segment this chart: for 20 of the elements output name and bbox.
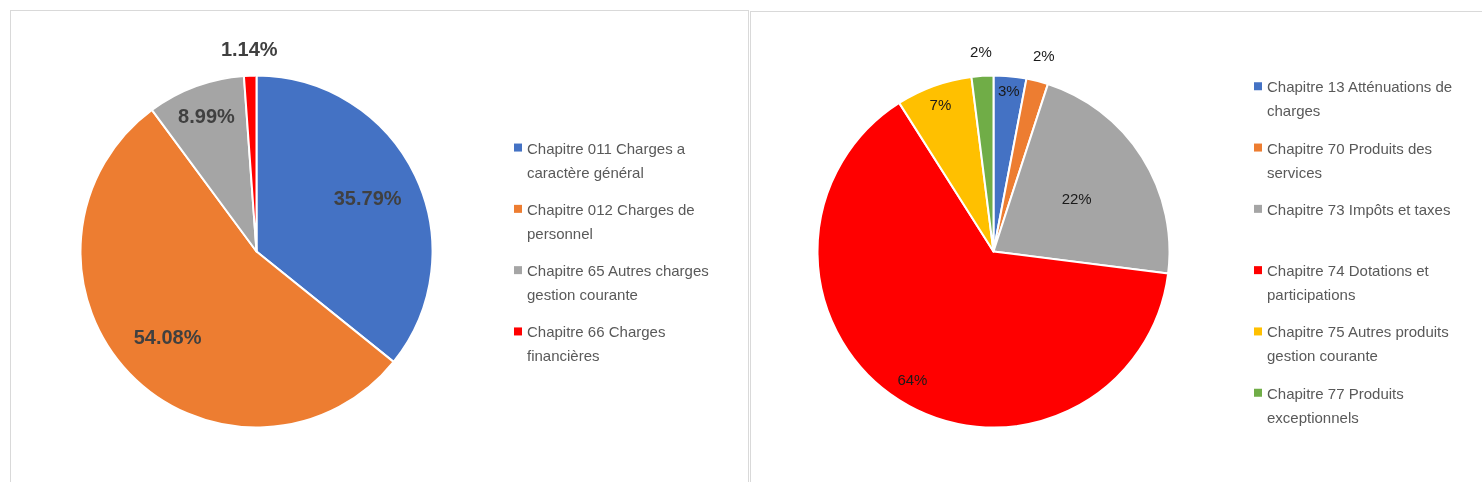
legend-label: Chapitre 011 Charges a caractère général	[527, 139, 686, 181]
legend-label: Chapitre 13 Atténuations de charges	[1267, 77, 1453, 119]
legend-label: Chapitre 75 Autres produits gestion courante	[1267, 322, 1449, 364]
data-label: 2%	[970, 42, 992, 60]
data-label: 35.79%	[333, 187, 402, 210]
data-label: 2%	[1032, 46, 1055, 64]
legend-label: Chapitre 74 Dotations et participations	[1267, 261, 1430, 303]
data-label: 64%	[897, 370, 928, 388]
data-label: 8.99%	[178, 105, 236, 128]
legend-label: Chapitre 73 Impôts et taxes	[1267, 200, 1451, 218]
data-label: 54.08%	[133, 325, 202, 348]
legend-label: Chapitre 70 Produits des services	[1267, 139, 1433, 181]
data-label: 7%	[929, 95, 952, 113]
legend-label: Chapitre 65 Autres charges gestion courante	[527, 261, 709, 303]
legend-label: Chapitre 77 Produits exceptionnels	[1267, 384, 1404, 426]
legend-label: Chapitre 012 Charges de personnel	[527, 200, 695, 242]
data-label: 3%	[997, 81, 1020, 99]
data-label: 1.14%	[220, 38, 278, 61]
legend-label: Chapitre 66 Charges financières	[527, 322, 666, 364]
data-label: 22%	[1061, 190, 1092, 208]
